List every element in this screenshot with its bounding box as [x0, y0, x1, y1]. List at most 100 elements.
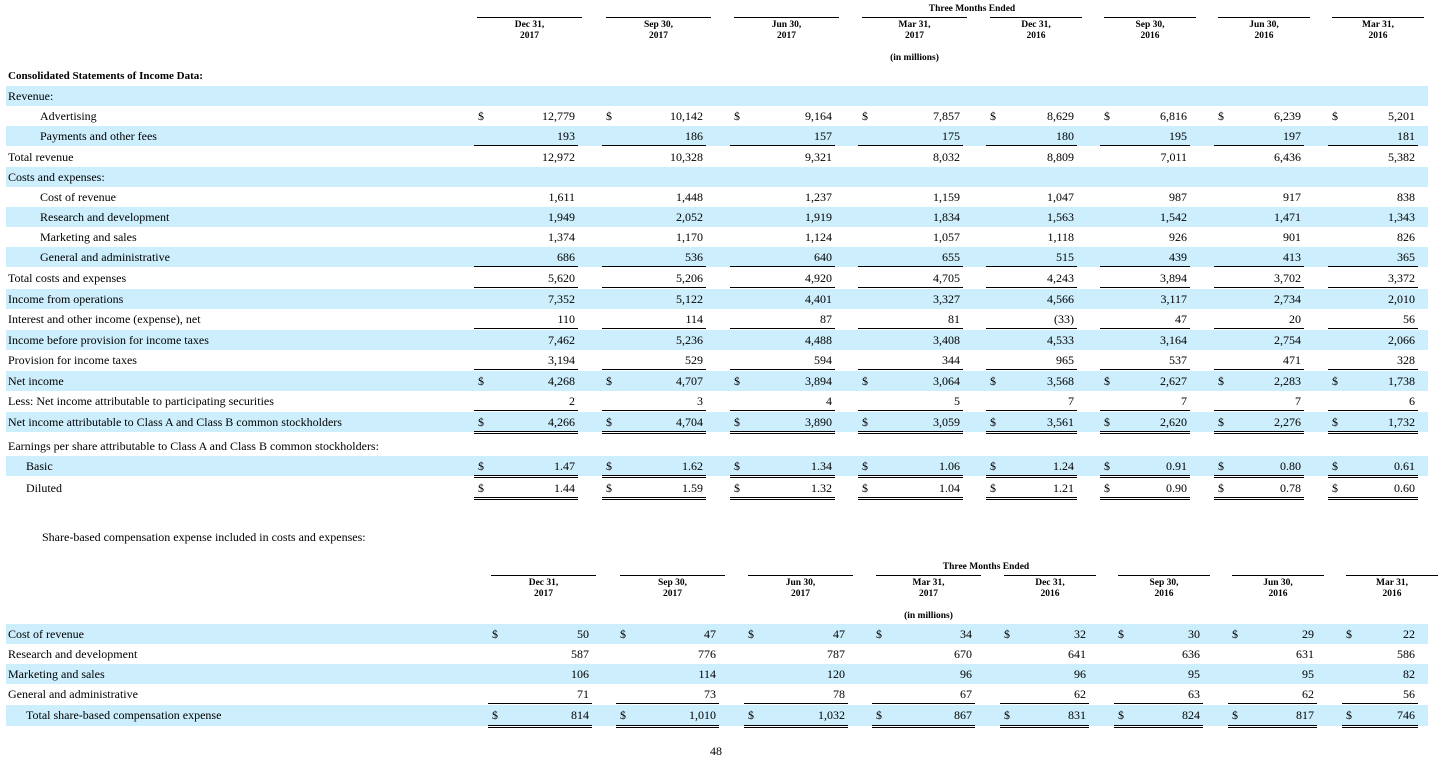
double-underline	[1328, 431, 1418, 434]
single-underline	[602, 328, 706, 329]
single-underline	[730, 410, 835, 411]
double-underline	[1100, 431, 1190, 434]
row-shading	[6, 705, 1428, 726]
cell-value: 686	[557, 250, 575, 264]
row-label: General and administrative	[8, 687, 138, 701]
header-rule	[990, 17, 1082, 18]
cell-value: 197	[1283, 129, 1301, 143]
currency-symbol: $	[478, 415, 484, 429]
period-header: Mar 31, 2016	[1332, 20, 1424, 42]
period-header: Jun 30, 2017	[748, 578, 853, 600]
single-underline	[730, 369, 835, 370]
cell-value: 8,032	[933, 150, 960, 164]
cell-value: 4,704	[676, 415, 703, 429]
header-rule	[862, 17, 967, 18]
period-month: Dec 31,	[528, 578, 559, 588]
cell-value: 2,052	[676, 210, 703, 224]
cell-value: 2,283	[1274, 374, 1301, 388]
single-underline	[1214, 287, 1304, 288]
period-year: 2017	[520, 31, 539, 41]
single-underline	[474, 266, 578, 267]
period-month: Dec 31,	[1021, 20, 1051, 30]
period-header: Mar 31, 2017	[876, 578, 981, 600]
cell-value: 82	[1403, 667, 1415, 681]
cell-value: 9,164	[805, 109, 832, 123]
period-month: Mar 31,	[912, 578, 945, 588]
single-underline	[730, 266, 835, 267]
cell-value: 22	[1403, 627, 1415, 641]
cell-value: 817	[1296, 708, 1314, 722]
currency-symbol: $	[862, 109, 868, 123]
currency-symbol: $	[1218, 415, 1224, 429]
row-shading	[6, 289, 1428, 309]
cell-value: 0.91	[1166, 459, 1187, 473]
row-shading	[6, 86, 1428, 106]
header-rule	[620, 575, 725, 576]
single-underline	[1100, 145, 1190, 146]
cell-value: 73	[704, 687, 716, 701]
cell-value: 3,702	[1274, 271, 1301, 285]
cell-value: 4,268	[548, 374, 575, 388]
cell-value: 56	[1403, 687, 1415, 701]
header-rule	[1218, 17, 1310, 18]
cell-value: 195	[1169, 129, 1187, 143]
cell-value: 4,566	[1047, 292, 1074, 306]
row-label: Total revenue	[8, 150, 74, 164]
cell-value: 7,352	[548, 292, 575, 306]
cell-value: 8,809	[1047, 150, 1074, 164]
cell-value: 7,011	[1160, 150, 1187, 164]
cell-value: 1.06	[939, 459, 960, 473]
row-label: Less: Net income attributable to partici…	[8, 394, 274, 408]
single-underline	[986, 266, 1077, 267]
currency-symbol: $	[734, 459, 740, 473]
currency-symbol: $	[478, 109, 484, 123]
cell-value: 1,374	[548, 230, 575, 244]
single-underline	[986, 145, 1077, 146]
double-underline	[730, 475, 835, 478]
single-underline	[1342, 703, 1418, 704]
single-underline	[986, 287, 1077, 288]
period-header: Mar 31, 2016	[1346, 578, 1438, 600]
cell-value: 3,064	[933, 374, 960, 388]
cell-value: 120	[827, 667, 845, 681]
double-underline	[1328, 497, 1418, 500]
currency-symbol: $	[492, 627, 498, 641]
period-month: Jun 30,	[1263, 578, 1293, 588]
period-year: 2017	[905, 31, 924, 41]
header-rule	[491, 575, 596, 576]
cell-value: 32	[1074, 627, 1086, 641]
cell-value: 515	[1056, 250, 1074, 264]
page-number: 48	[710, 744, 722, 758]
period-year: 2017	[919, 589, 938, 599]
period-month: Jun 30,	[785, 578, 816, 588]
currency-symbol: $	[1332, 415, 1338, 429]
cell-value: 1,118	[1047, 230, 1074, 244]
cell-value: 3,164	[1160, 333, 1187, 347]
single-underline	[1328, 328, 1418, 329]
currency-symbol: $	[862, 415, 868, 429]
currency-symbol: $	[478, 374, 484, 388]
cell-value: 6,239	[1274, 109, 1301, 123]
row-label: Total costs and expenses	[8, 271, 127, 285]
single-underline	[1328, 145, 1418, 146]
cell-value: 0.90	[1166, 481, 1187, 495]
period-month: Mar 31,	[898, 20, 931, 30]
cell-value: 3	[697, 394, 703, 408]
cell-value: 4,401	[805, 292, 832, 306]
cell-value: 34	[960, 627, 972, 641]
period-month: Mar 31,	[1375, 578, 1408, 588]
double-underline	[1214, 431, 1304, 434]
currency-symbol: $	[1004, 627, 1010, 641]
double-underline	[1342, 725, 1418, 728]
double-underline	[1214, 497, 1304, 500]
period-year: 2016	[1268, 589, 1288, 599]
row-label: Cost of revenue	[40, 190, 116, 204]
cell-value: 0.78	[1280, 481, 1301, 495]
single-underline	[488, 703, 592, 704]
period-header: Jun 30, 2016	[1218, 20, 1310, 42]
unit-note: (in millions)	[904, 611, 953, 621]
row-label: Research and development	[8, 647, 138, 661]
header-rule	[734, 17, 839, 18]
period-header: Dec 31, 2016	[990, 20, 1082, 42]
double-underline	[730, 497, 835, 500]
